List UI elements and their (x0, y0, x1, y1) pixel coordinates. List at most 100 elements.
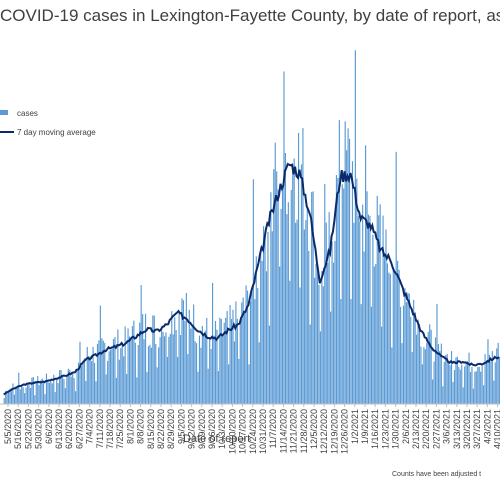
bar-cases-day (350, 299, 352, 404)
bar-cases-day (118, 359, 120, 404)
bar-cases-day (452, 382, 454, 404)
bar-cases-day (3, 398, 5, 404)
bar-cases-day (318, 284, 320, 404)
bar-cases-day (158, 347, 160, 404)
bar-cases-day (98, 340, 100, 404)
bar-cases-day (481, 364, 483, 404)
bar-cases-day (194, 341, 196, 404)
bar-cases-day (417, 319, 419, 404)
bar-cases-day (340, 299, 342, 404)
bar-cases-day (88, 356, 90, 404)
x-tick-label: 12/19/2020 (329, 409, 339, 454)
x-tick-label: 10/3/2020 (217, 409, 227, 449)
x-tick-label: 1/30/2021 (391, 409, 401, 449)
bar-cases-day (420, 346, 422, 404)
bar-cases-day (399, 306, 402, 404)
bar-cases-day (69, 369, 71, 404)
bar-cases-day (332, 262, 335, 404)
bar-cases-day (102, 340, 104, 404)
bar-cases-day (59, 370, 61, 404)
bar-cases-day (391, 347, 393, 404)
bar-cases-day (133, 320, 135, 404)
bar-cases-day (382, 215, 384, 404)
bar-cases-day (327, 263, 329, 404)
bar-cases-day (56, 379, 58, 404)
bar-cases-day (469, 372, 472, 404)
bar-cases-day (182, 300, 185, 404)
bar-cases-day (190, 328, 192, 404)
bar-cases-day (161, 327, 163, 404)
bar-cases-day (414, 312, 416, 404)
bar-cases-day (216, 329, 218, 404)
bar-cases-day (483, 385, 485, 404)
x-tick-label: 10/17/2020 (238, 409, 248, 454)
bar-cases-day (31, 377, 33, 404)
bar-cases-day (96, 343, 99, 404)
bar-cases-day (126, 373, 128, 404)
bar-cases-day (348, 138, 351, 405)
bar-cases-day (45, 373, 48, 404)
bar-cases-day (496, 348, 498, 404)
bar-cases-day (147, 346, 150, 404)
bar-cases-day (456, 356, 458, 404)
bar-cases-day (264, 231, 266, 404)
x-tick-label: 2/6/2021 (401, 409, 411, 444)
x-tick-label: 9/12/2020 (187, 409, 197, 449)
bar-cases-day (195, 343, 198, 404)
bar-cases-day (35, 382, 37, 404)
bar-cases-day (228, 364, 230, 404)
bar-cases-day (290, 189, 292, 404)
bar-cases-day (385, 229, 387, 404)
bar-cases-day (475, 371, 477, 404)
bar-cases-day (299, 287, 301, 404)
bar-cases-day (51, 383, 53, 404)
bar-cases-day (10, 391, 13, 404)
bar-cases-day (210, 349, 212, 404)
bar-cases-day (32, 376, 34, 404)
bar-cases-day (249, 301, 252, 404)
bar-cases-day (242, 297, 244, 404)
bar-cases-day (485, 361, 488, 404)
x-tick-label: 2/13/2021 (411, 409, 421, 449)
bar-cases-day (123, 356, 125, 404)
x-tick-label: 5/16/2020 (13, 409, 23, 449)
bar-cases-day (477, 367, 479, 404)
bar-cases-day (201, 325, 203, 404)
bar-cases-day (448, 362, 450, 404)
bar-cases-day (292, 171, 294, 404)
bar-cases-day (372, 234, 374, 404)
x-tick-label: 8/29/2020 (166, 409, 176, 449)
bar-cases-day (53, 374, 55, 404)
x-tick-label: 8/15/2020 (146, 409, 156, 449)
bar-cases-day (241, 302, 243, 404)
legend-ma-label: 7 day moving average (17, 128, 96, 137)
bar-cases-day (248, 364, 250, 404)
bar-cases-day (54, 392, 56, 404)
bar-cases-day (261, 260, 263, 404)
bar-series-cases (3, 50, 500, 405)
bar-cases-day (279, 266, 281, 404)
bar-cases-day (124, 326, 126, 404)
bar-cases-day (322, 286, 324, 404)
bar-cases-day (395, 151, 397, 404)
bar-cases-day (70, 376, 72, 404)
bar-cases-day (131, 326, 134, 404)
bar-cases-day (386, 263, 389, 404)
bar-cases-day (105, 374, 107, 404)
bar-cases-day (418, 324, 421, 404)
bar-cases-day (270, 192, 272, 404)
bar-cases-day (73, 378, 75, 404)
bar-cases-day (277, 189, 279, 404)
bar-cases-day (286, 214, 288, 404)
bar-cases-day (302, 128, 304, 404)
bar-cases-day (459, 369, 461, 404)
x-tick-label: 3/20/2021 (462, 409, 472, 449)
bar-cases-day (437, 344, 440, 404)
bar-cases-day (19, 389, 21, 404)
legend-cases-swatch (0, 110, 8, 115)
bar-cases-day (433, 361, 435, 404)
bar-cases-day (265, 271, 268, 404)
x-tick-label: 1/2/2021 (350, 409, 360, 444)
bar-cases-day (171, 311, 173, 404)
bar-cases-day (181, 298, 183, 404)
